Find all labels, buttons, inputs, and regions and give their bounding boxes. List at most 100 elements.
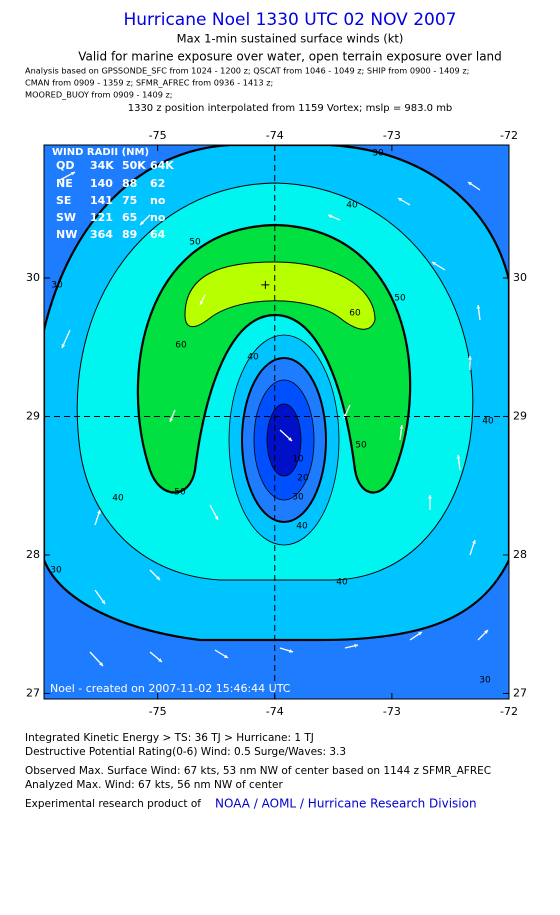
- wind-arrow-head: [214, 516, 219, 520]
- contour-label: 50: [189, 238, 201, 248]
- contour-label: 10: [292, 455, 304, 465]
- stamp: Noel - created on 2007-11-02 15:46:44 UT…: [50, 682, 291, 695]
- radii-cell: 140: [90, 177, 113, 190]
- radii-cell: 121: [90, 211, 113, 224]
- radii-header: 34K: [90, 159, 114, 172]
- wind-arrow-head: [61, 344, 66, 348]
- y-tick-label: 29: [513, 409, 527, 422]
- radii-cell: 62: [150, 177, 165, 190]
- y-tick-label: 30: [26, 271, 40, 284]
- wind-arrow-head: [418, 632, 422, 636]
- credit: Experimental research product of: [25, 798, 201, 810]
- contour-fill: [184, 261, 376, 330]
- wind-arrow-head: [328, 214, 332, 219]
- analysis-line: CMAN from 0909 - 1359 z; SFMR_AFREC from…: [25, 78, 273, 88]
- max-wind-marker: [261, 280, 270, 289]
- wind-arrow-head: [99, 662, 103, 666]
- wind-arrow-head: [71, 171, 75, 176]
- contour-label: 40: [247, 353, 259, 363]
- radii-cell: no: [150, 211, 166, 224]
- radii-cell: NE: [56, 177, 73, 190]
- wind-arrow-head: [428, 495, 432, 499]
- contour-label: 50: [394, 294, 406, 304]
- contour-label: 60: [175, 341, 187, 351]
- contour-label: 40: [336, 578, 348, 588]
- contour-label: 20: [297, 474, 309, 484]
- wind-arrow-head: [354, 643, 358, 648]
- credit-link[interactable]: NOAA / AOML / Hurricane Research Divisio…: [215, 797, 477, 811]
- wind-arrow-head: [97, 510, 101, 514]
- contour-fill: [266, 403, 302, 477]
- radii-cell: NW: [56, 228, 77, 241]
- x-tick-label: -74: [266, 705, 284, 718]
- subtitle: Valid for marine exposure over water, op…: [78, 50, 502, 64]
- position-note: 1330 z position interpolated from 1159 V…: [128, 103, 453, 114]
- y-tick-label: 29: [26, 409, 40, 422]
- contour-label: 30: [479, 676, 491, 686]
- contour-label: 30: [292, 493, 304, 503]
- radii-cell: no: [150, 194, 166, 207]
- wind-arrow-head: [432, 262, 436, 266]
- radii-header: QD: [56, 159, 74, 172]
- footer-line: Destructive Potential Rating(0-6) Wind: …: [25, 746, 346, 758]
- contour-label: 40: [482, 417, 494, 427]
- wind-arrow-head: [158, 658, 162, 662]
- x-tick-label: -72: [500, 129, 518, 142]
- radii-cell: 88: [122, 177, 137, 190]
- wind-arrow-head: [101, 600, 105, 604]
- wind-arrow-head: [472, 540, 476, 544]
- wind-arrow-head: [398, 198, 402, 202]
- subtitle: Max 1-min sustained surface winds (kt): [177, 32, 404, 46]
- radii-title: WIND RADII (NM): [52, 147, 149, 158]
- x-tick-label: -73: [383, 129, 401, 142]
- overlay: -75 -75 -74 -74 -73 -73 -72 -72 27 27 28 28 29 29 30 30: [26, 129, 527, 718]
- contour-label: 30: [50, 566, 62, 576]
- x-tick-label: -73: [383, 705, 401, 718]
- footer-line: Analyzed Max. Wind: 67 kts, 56 nm NW of …: [25, 779, 283, 791]
- y-tick-label: 28: [513, 548, 527, 561]
- radii-cell: 364: [90, 228, 113, 241]
- x-tick-label: -75: [149, 705, 167, 718]
- plot-frame: [43, 144, 510, 700]
- wind-arrow-head: [169, 418, 174, 422]
- wind-arrow-head: [288, 437, 292, 441]
- wind-arrow-head: [468, 182, 472, 186]
- y-tick-label: 30: [513, 271, 527, 284]
- wind-arrow-head: [199, 301, 204, 305]
- radii-header: 50K: [122, 159, 146, 172]
- wind-arrow-head: [468, 356, 472, 360]
- y-tick-label: 28: [26, 548, 40, 561]
- radii-cell: 75: [122, 194, 137, 207]
- radii-cell: 141: [90, 194, 113, 207]
- contour-label: 40: [346, 201, 358, 211]
- contour-label: 30: [372, 149, 384, 159]
- wind-arrow-head: [156, 576, 160, 580]
- radii-cell: SE: [56, 194, 71, 207]
- x-tick-label: -72: [500, 705, 518, 718]
- radii-cell: 64: [150, 228, 166, 241]
- contour-label: 40: [112, 494, 124, 504]
- x-tick-label: -75: [149, 129, 167, 142]
- wind-arrow-head: [476, 305, 481, 309]
- contour-label: 50: [174, 488, 186, 498]
- y-tick-label: 27: [513, 686, 527, 699]
- wind-arrow-head: [140, 221, 144, 225]
- wind-arrow-head: [484, 630, 488, 634]
- plot-area: 10 20 30 30 30 30 30 40 40 40 40 40 40 50 50 50 50 60 60 WI…: [44, 145, 509, 699]
- contour-label: 50: [355, 441, 367, 451]
- y-tick-label: 27: [26, 686, 40, 699]
- footer-line: Observed Max. Surface Wind: 67 kts, 53 n…: [25, 765, 491, 777]
- radii-cell: 89: [122, 228, 137, 241]
- contour-label: 30: [51, 281, 63, 291]
- chart-title: Hurricane Noel 1330 UTC 02 NOV 2007: [124, 10, 457, 30]
- contour-label: 40: [296, 522, 308, 532]
- analysis-line: Analysis based on GPSSONDE_SFC from 1024…: [25, 66, 469, 76]
- radii-cell: 65: [122, 211, 137, 224]
- footer-line: Integrated Kinetic Energy > TS: 36 TJ > …: [25, 732, 314, 744]
- wind-arrow-head: [456, 455, 461, 459]
- x-tick-label: -74: [266, 129, 284, 142]
- analysis-line: MOORED_BUOY from 0909 - 1409 z;: [25, 90, 173, 100]
- wind-arrow-head: [224, 654, 228, 658]
- radii-cell: SW: [56, 211, 76, 224]
